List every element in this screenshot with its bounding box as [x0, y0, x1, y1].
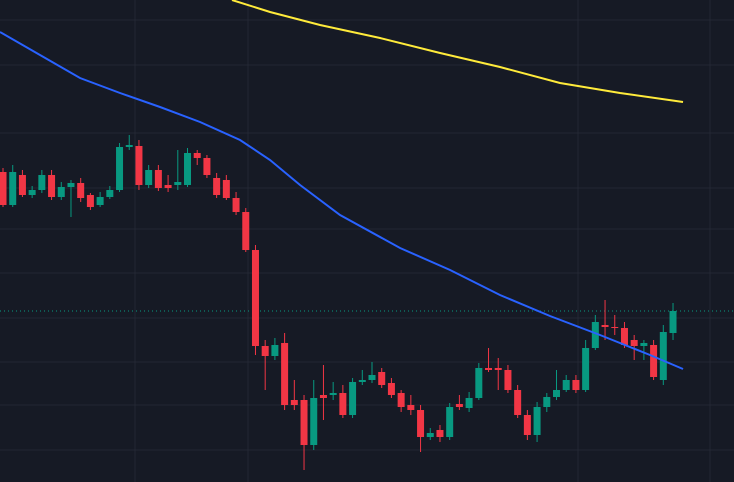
candle-body	[349, 382, 357, 415]
candle-body	[552, 390, 560, 397]
candle-body	[174, 182, 182, 185]
candle-body	[271, 345, 279, 356]
candle-body	[543, 397, 551, 407]
candle-body	[96, 197, 104, 205]
candle-body	[485, 368, 493, 370]
candle-body	[601, 325, 609, 327]
candle-body	[533, 407, 541, 435]
candle-body	[125, 145, 133, 147]
candle-body	[339, 393, 347, 415]
candle-body	[106, 190, 114, 197]
candle-body	[57, 187, 65, 197]
candle-body	[358, 380, 366, 382]
candle-body	[242, 212, 250, 250]
candle-body	[116, 147, 124, 190]
candle-body	[465, 398, 473, 408]
candle-body	[640, 343, 648, 346]
candle-body	[659, 332, 667, 380]
candle-body	[251, 250, 259, 346]
candle-body	[630, 340, 638, 346]
candle-body	[523, 415, 531, 435]
candle-body	[611, 327, 619, 328]
candle-body	[145, 170, 153, 185]
candle-body	[67, 183, 75, 187]
candle-body	[397, 393, 405, 407]
candle-body	[28, 190, 36, 195]
moving-average	[231, 0, 684, 103]
candle-body	[0, 172, 7, 205]
candle-body	[572, 380, 580, 390]
candle-body	[48, 175, 56, 197]
candle-body	[562, 380, 570, 390]
moving-average	[0, 31, 684, 370]
candle-body	[38, 175, 46, 190]
candle-body	[436, 430, 444, 437]
candle-body	[9, 172, 17, 205]
candle-body	[300, 400, 308, 445]
candle-body	[290, 400, 298, 405]
candle-body	[446, 407, 454, 437]
candle-body	[494, 368, 502, 370]
candle-body	[232, 198, 240, 212]
candle-body	[164, 185, 172, 188]
candle-body	[184, 153, 192, 185]
candle-body	[407, 405, 415, 410]
candle-body	[591, 322, 599, 348]
candle-body	[18, 175, 26, 195]
candle-body	[261, 346, 269, 356]
candle-body	[378, 372, 386, 385]
candle-body	[650, 345, 658, 377]
candle-body	[475, 368, 483, 398]
candle-body	[203, 158, 211, 175]
candle-body	[213, 178, 221, 195]
candle-body	[620, 328, 628, 345]
candle-body	[368, 375, 376, 380]
candle-body	[504, 370, 512, 390]
candle-body	[193, 153, 201, 158]
candle-body	[154, 170, 162, 188]
candle-body	[77, 183, 85, 198]
candle-body	[417, 410, 425, 437]
candle-body	[329, 393, 337, 395]
candle-body	[281, 343, 289, 405]
candle-body	[310, 398, 318, 445]
candle-body	[86, 195, 94, 207]
candle-body	[514, 390, 522, 415]
candle-body	[582, 348, 590, 390]
candle-body	[135, 146, 143, 185]
candle-body	[222, 180, 230, 198]
candle-body	[426, 433, 434, 437]
candle-body	[387, 383, 395, 395]
candle-body	[455, 404, 463, 407]
candle-body	[669, 311, 677, 333]
candle-body	[319, 395, 327, 398]
